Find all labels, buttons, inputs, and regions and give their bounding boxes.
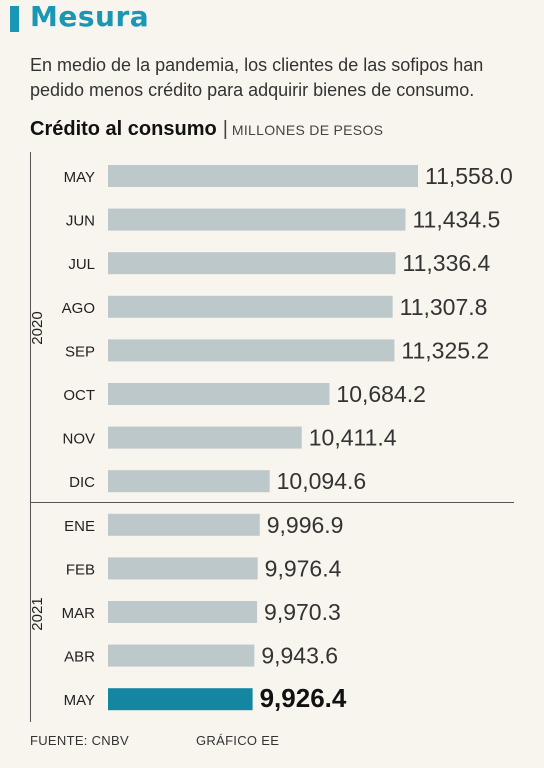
category-label: AGO — [62, 300, 95, 317]
value-label: 10,411.4 — [309, 425, 397, 451]
category-label: MAR — [62, 605, 96, 622]
category-label: MAY — [64, 692, 95, 709]
bar — [108, 513, 260, 536]
title-separator: | — [222, 118, 228, 140]
bar-highlight — [108, 688, 253, 711]
category-label: MAY — [64, 169, 95, 186]
category-label: SEP — [65, 343, 95, 360]
title-accent-bar — [10, 6, 19, 32]
value-label: 11,434.5 — [412, 207, 500, 233]
bar — [108, 208, 406, 231]
value-label: 9,943.6 — [261, 643, 338, 669]
category-label: OCT — [63, 387, 95, 404]
value-label: 10,094.6 — [277, 468, 367, 494]
value-label: 11,325.2 — [401, 337, 489, 363]
year-axis-line — [30, 152, 31, 722]
category-label: JUL — [68, 256, 95, 273]
bar — [108, 339, 395, 362]
graphic-credit: GRÁFICO EE — [196, 733, 280, 748]
bar — [108, 383, 330, 405]
source-note: FUENTE: CNBV — [30, 733, 129, 748]
value-label: 11,336.4 — [403, 250, 491, 276]
category-label: FEB — [66, 561, 95, 578]
value-label: 9,996.9 — [267, 512, 344, 538]
chart-title: Crédito al consumo — [30, 118, 217, 140]
bar — [108, 295, 393, 318]
category-label: NOV — [62, 431, 95, 448]
value-label: 10,684.2 — [336, 381, 426, 407]
bar — [108, 426, 302, 449]
category-label: DIC — [69, 474, 95, 491]
page-subtitle: En medio de la pandemia, los clientes de… — [30, 55, 484, 100]
category-label: JUN — [66, 213, 95, 230]
bar — [108, 644, 255, 667]
bar — [108, 252, 396, 275]
bar — [108, 557, 258, 580]
chart-unit: MILLONES DE PESOS — [231, 122, 384, 138]
value-label: 9,976.4 — [265, 555, 342, 581]
value-label: 9,970.3 — [264, 599, 341, 625]
value-label: 11,558.0 — [425, 163, 513, 189]
bar — [108, 165, 418, 187]
bar — [108, 601, 258, 623]
value-label: 9,926.4 — [260, 683, 347, 713]
category-label: ABR — [64, 649, 95, 666]
page-title: Mesura — [30, 0, 150, 33]
year-divider-line — [30, 502, 514, 503]
bar — [108, 470, 270, 493]
value-label: 11,307.8 — [400, 294, 488, 320]
category-label: ENE — [64, 518, 95, 535]
chart-title-block: Crédito al consumo | MILLONES DE PESOS — [30, 116, 383, 143]
